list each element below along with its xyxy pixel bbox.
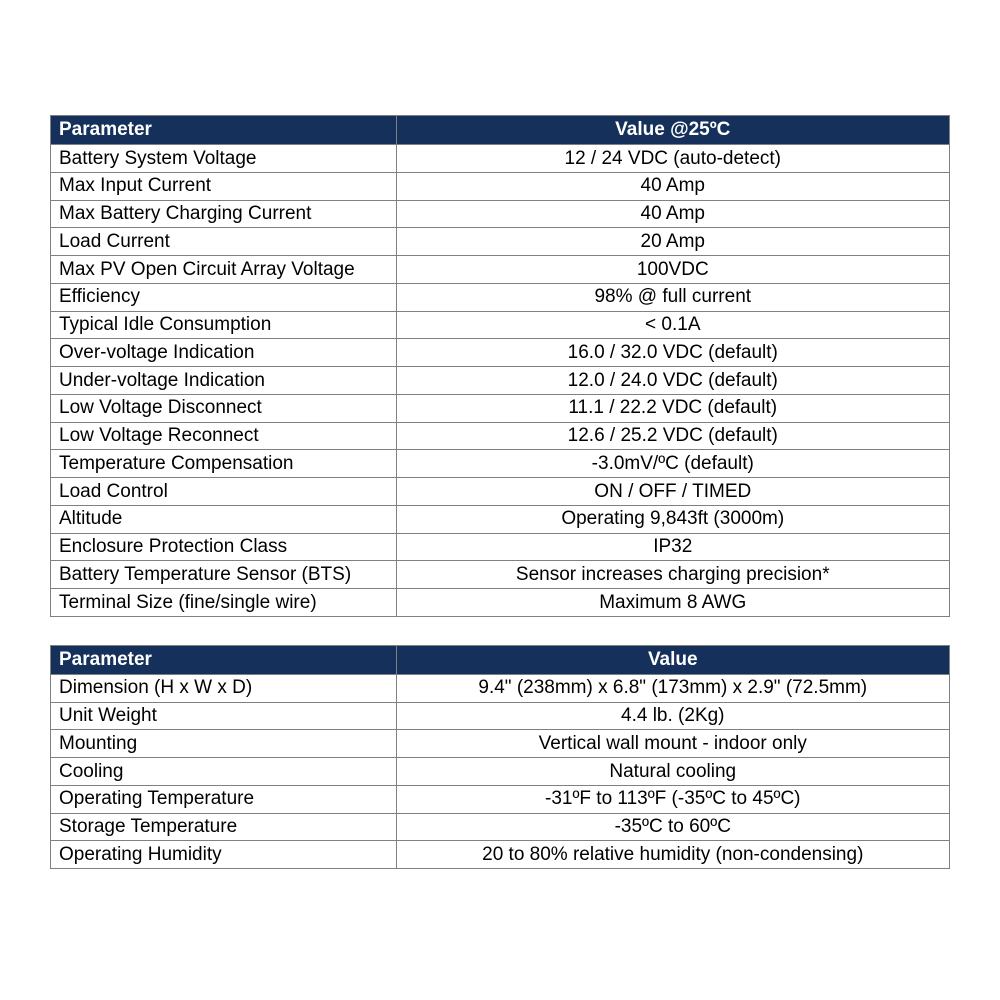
value-cell: -35ºC to 60ºC bbox=[396, 813, 949, 841]
value-cell: -3.0mV/ºC (default) bbox=[396, 450, 949, 478]
value-cell: 12.0 / 24.0 VDC (default) bbox=[396, 367, 949, 395]
table-row: Dimension (H x W x D)9.4" (238mm) x 6.8"… bbox=[51, 674, 950, 702]
parameter-cell: Load Current bbox=[51, 228, 397, 256]
physical-spec-body: Dimension (H x W x D)9.4" (238mm) x 6.8"… bbox=[51, 674, 950, 868]
col-header-parameter: Parameter bbox=[51, 116, 397, 145]
value-cell: Natural cooling bbox=[396, 758, 949, 786]
table-row: Load ControlON / OFF / TIMED bbox=[51, 478, 950, 506]
parameter-cell: Low Voltage Reconnect bbox=[51, 422, 397, 450]
parameter-cell: Max Input Current bbox=[51, 172, 397, 200]
parameter-cell: Efficiency bbox=[51, 283, 397, 311]
value-cell: 9.4" (238mm) x 6.8" (173mm) x 2.9" (72.5… bbox=[396, 674, 949, 702]
parameter-cell: Under-voltage Indication bbox=[51, 367, 397, 395]
table-row: Max PV Open Circuit Array Voltage100VDC bbox=[51, 256, 950, 284]
table-row: Max Battery Charging Current40 Amp bbox=[51, 200, 950, 228]
value-cell: 40 Amp bbox=[396, 200, 949, 228]
value-cell: IP32 bbox=[396, 533, 949, 561]
col-header-parameter: Parameter bbox=[51, 645, 397, 674]
table-row: Load Current20 Amp bbox=[51, 228, 950, 256]
table-header-row: Parameter Value bbox=[51, 645, 950, 674]
table-row: Battery System Voltage12 / 24 VDC (auto-… bbox=[51, 145, 950, 173]
parameter-cell: Max PV Open Circuit Array Voltage bbox=[51, 256, 397, 284]
parameter-cell: Enclosure Protection Class bbox=[51, 533, 397, 561]
parameter-cell: Unit Weight bbox=[51, 702, 397, 730]
parameter-cell: Storage Temperature bbox=[51, 813, 397, 841]
table-row: Storage Temperature-35ºC to 60ºC bbox=[51, 813, 950, 841]
table-row: Terminal Size (fine/single wire)Maximum … bbox=[51, 589, 950, 617]
table-row: Max Input Current40 Amp bbox=[51, 172, 950, 200]
table-header-row: Parameter Value @25ºC bbox=[51, 116, 950, 145]
value-cell: Sensor increases charging precision* bbox=[396, 561, 949, 589]
table-row: Enclosure Protection ClassIP32 bbox=[51, 533, 950, 561]
value-cell: 16.0 / 32.0 VDC (default) bbox=[396, 339, 949, 367]
table-row: Battery Temperature Sensor (BTS)Sensor i… bbox=[51, 561, 950, 589]
table-row: Temperature Compensation-3.0mV/ºC (defau… bbox=[51, 450, 950, 478]
spec-sheet: Parameter Value @25ºC Battery System Vol… bbox=[0, 0, 1000, 869]
parameter-cell: Mounting bbox=[51, 730, 397, 758]
value-cell: Operating 9,843ft (3000m) bbox=[396, 505, 949, 533]
table-row: Low Voltage Reconnect12.6 / 25.2 VDC (de… bbox=[51, 422, 950, 450]
parameter-cell: Operating Temperature bbox=[51, 785, 397, 813]
value-cell: 12.6 / 25.2 VDC (default) bbox=[396, 422, 949, 450]
parameter-cell: Dimension (H x W x D) bbox=[51, 674, 397, 702]
value-cell: Vertical wall mount - indoor only bbox=[396, 730, 949, 758]
electrical-spec-table: Parameter Value @25ºC Battery System Vol… bbox=[50, 115, 950, 617]
value-cell: < 0.1A bbox=[396, 311, 949, 339]
table-row: MountingVertical wall mount - indoor onl… bbox=[51, 730, 950, 758]
table-row: CoolingNatural cooling bbox=[51, 758, 950, 786]
electrical-spec-body: Battery System Voltage12 / 24 VDC (auto-… bbox=[51, 145, 950, 617]
table-row: Operating Humidity20 to 80% relative hum… bbox=[51, 841, 950, 869]
value-cell: 20 Amp bbox=[396, 228, 949, 256]
parameter-cell: Terminal Size (fine/single wire) bbox=[51, 589, 397, 617]
parameter-cell: Typical Idle Consumption bbox=[51, 311, 397, 339]
parameter-cell: Cooling bbox=[51, 758, 397, 786]
value-cell: Maximum 8 AWG bbox=[396, 589, 949, 617]
table-row: Unit Weight4.4 lb. (2Kg) bbox=[51, 702, 950, 730]
value-cell: 20 to 80% relative humidity (non-condens… bbox=[396, 841, 949, 869]
table-row: Under-voltage Indication12.0 / 24.0 VDC … bbox=[51, 367, 950, 395]
parameter-cell: Low Voltage Disconnect bbox=[51, 394, 397, 422]
table-row: Low Voltage Disconnect11.1 / 22.2 VDC (d… bbox=[51, 394, 950, 422]
parameter-cell: Altitude bbox=[51, 505, 397, 533]
value-cell: 11.1 / 22.2 VDC (default) bbox=[396, 394, 949, 422]
table-row: Operating Temperature-31ºF to 113ºF (-35… bbox=[51, 785, 950, 813]
col-header-value: Value @25ºC bbox=[396, 116, 949, 145]
value-cell: 40 Amp bbox=[396, 172, 949, 200]
parameter-cell: Temperature Compensation bbox=[51, 450, 397, 478]
value-cell: 12 / 24 VDC (auto-detect) bbox=[396, 145, 949, 173]
table-row: AltitudeOperating 9,843ft (3000m) bbox=[51, 505, 950, 533]
value-cell: ON / OFF / TIMED bbox=[396, 478, 949, 506]
parameter-cell: Battery System Voltage bbox=[51, 145, 397, 173]
parameter-cell: Load Control bbox=[51, 478, 397, 506]
parameter-cell: Battery Temperature Sensor (BTS) bbox=[51, 561, 397, 589]
value-cell: 98% @ full current bbox=[396, 283, 949, 311]
parameter-cell: Operating Humidity bbox=[51, 841, 397, 869]
value-cell: 100VDC bbox=[396, 256, 949, 284]
parameter-cell: Over-voltage Indication bbox=[51, 339, 397, 367]
table-row: Typical Idle Consumption< 0.1A bbox=[51, 311, 950, 339]
value-cell: -31ºF to 113ºF (-35ºC to 45ºC) bbox=[396, 785, 949, 813]
physical-spec-table: Parameter Value Dimension (H x W x D)9.4… bbox=[50, 645, 950, 869]
parameter-cell: Max Battery Charging Current bbox=[51, 200, 397, 228]
table-row: Over-voltage Indication16.0 / 32.0 VDC (… bbox=[51, 339, 950, 367]
col-header-value: Value bbox=[396, 645, 949, 674]
table-row: Efficiency98% @ full current bbox=[51, 283, 950, 311]
value-cell: 4.4 lb. (2Kg) bbox=[396, 702, 949, 730]
